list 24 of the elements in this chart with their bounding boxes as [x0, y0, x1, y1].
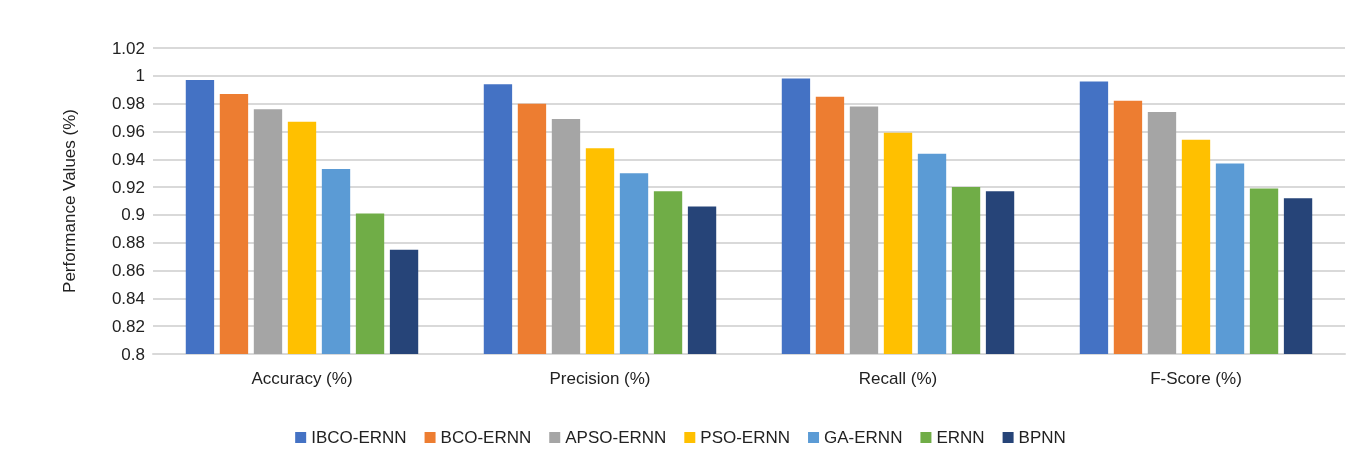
y-axis-title: Performance Values (%) — [60, 109, 79, 293]
legend-label: IBCO-ERNN — [311, 428, 407, 447]
y-tick-label: 0.98 — [111, 94, 145, 114]
legend-label: APSO-ERNN — [565, 428, 667, 447]
y-tick-label: 0.94 — [111, 149, 145, 169]
y-tick-label: 0.84 — [111, 288, 145, 308]
y-tick-label: 0.92 — [111, 177, 145, 197]
x-tick-label: Accuracy (%) — [251, 369, 353, 388]
y-tick-label: 1.02 — [111, 38, 145, 58]
y-tick-label: 0.86 — [111, 261, 145, 281]
y-tick-label: 0.8 — [121, 344, 145, 364]
legend-label: BPNN — [1018, 428, 1066, 447]
legend-label: PSO-ERNN — [700, 428, 791, 447]
y-tick-label: 1 — [135, 66, 145, 86]
y-tick-label: 0.88 — [111, 233, 145, 253]
legend-label: GA-ERNN — [824, 428, 903, 447]
y-tick-label: 0.9 — [121, 205, 145, 225]
x-tick-label: Recall (%) — [858, 369, 938, 388]
x-tick-label: Precision (%) — [549, 369, 651, 388]
legend-label: BCO-ERNN — [440, 428, 532, 447]
y-tick-label: 0.96 — [111, 121, 145, 141]
y-tick-label: 0.82 — [111, 316, 145, 336]
legend-label: ERNN — [936, 428, 985, 447]
x-tick-label: F-Score (%) — [1150, 369, 1242, 388]
